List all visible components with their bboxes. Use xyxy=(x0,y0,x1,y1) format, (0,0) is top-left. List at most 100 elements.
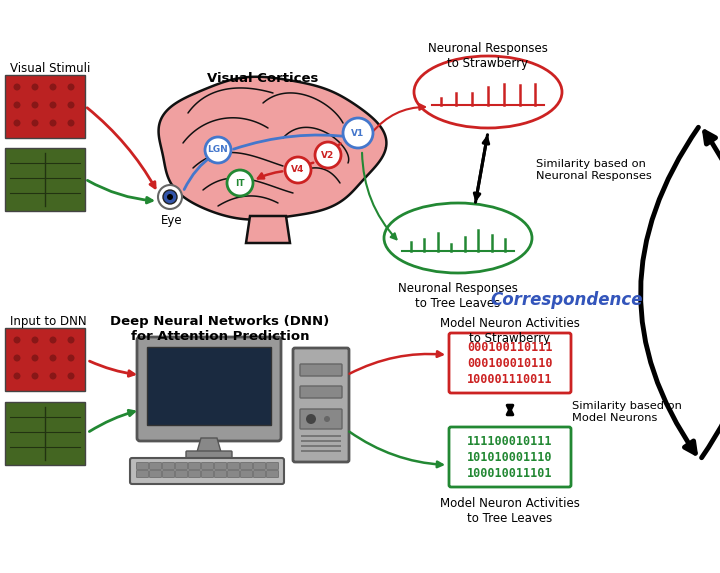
FancyBboxPatch shape xyxy=(266,462,279,469)
Circle shape xyxy=(306,414,316,424)
Circle shape xyxy=(32,120,38,127)
FancyBboxPatch shape xyxy=(150,462,161,469)
Bar xyxy=(301,450,341,452)
FancyBboxPatch shape xyxy=(449,427,571,487)
FancyBboxPatch shape xyxy=(137,337,281,441)
Text: Deep Neural Networks (DNN)
for Attention Prediction: Deep Neural Networks (DNN) for Attention… xyxy=(110,315,330,343)
Text: LGN: LGN xyxy=(207,146,228,155)
Circle shape xyxy=(32,372,38,379)
Circle shape xyxy=(324,416,330,422)
Circle shape xyxy=(343,118,373,148)
Circle shape xyxy=(50,372,56,379)
Text: Neuronal Responses
to Tree Leaves: Neuronal Responses to Tree Leaves xyxy=(398,282,518,310)
Text: Neuronal Responses
to Strawberry: Neuronal Responses to Strawberry xyxy=(428,42,548,70)
Text: Correspondence: Correspondence xyxy=(490,291,643,309)
Text: Visual Cortices: Visual Cortices xyxy=(207,72,319,84)
Text: 000100110111: 000100110111 xyxy=(467,341,553,354)
Ellipse shape xyxy=(414,56,562,128)
FancyBboxPatch shape xyxy=(253,470,266,477)
FancyBboxPatch shape xyxy=(5,75,85,138)
FancyBboxPatch shape xyxy=(147,347,271,425)
Circle shape xyxy=(14,355,20,362)
Circle shape xyxy=(68,120,74,127)
FancyBboxPatch shape xyxy=(293,348,349,462)
Circle shape xyxy=(68,84,74,91)
Bar xyxy=(301,440,341,442)
Text: Model Neuron Activities
to Tree Leaves: Model Neuron Activities to Tree Leaves xyxy=(440,497,580,525)
Text: 101010001110: 101010001110 xyxy=(467,451,553,464)
FancyBboxPatch shape xyxy=(240,462,253,469)
FancyBboxPatch shape xyxy=(163,470,174,477)
FancyBboxPatch shape xyxy=(300,409,342,429)
FancyBboxPatch shape xyxy=(202,470,214,477)
Circle shape xyxy=(32,84,38,91)
Circle shape xyxy=(32,101,38,108)
Bar xyxy=(301,445,341,447)
Circle shape xyxy=(32,336,38,343)
Text: Similarity based on
Neuronal Responses: Similarity based on Neuronal Responses xyxy=(536,159,652,181)
FancyBboxPatch shape xyxy=(228,470,240,477)
Circle shape xyxy=(205,137,231,163)
Text: 000100010110: 000100010110 xyxy=(467,357,553,370)
Circle shape xyxy=(158,185,182,209)
Circle shape xyxy=(68,336,74,343)
Text: Eye: Eye xyxy=(161,214,183,227)
FancyBboxPatch shape xyxy=(300,364,342,376)
Circle shape xyxy=(315,142,341,168)
FancyBboxPatch shape xyxy=(228,462,240,469)
FancyBboxPatch shape xyxy=(189,470,200,477)
FancyBboxPatch shape xyxy=(130,458,284,484)
FancyBboxPatch shape xyxy=(189,462,200,469)
Circle shape xyxy=(68,355,74,362)
Text: 100010011101: 100010011101 xyxy=(467,467,553,480)
Circle shape xyxy=(50,101,56,108)
FancyBboxPatch shape xyxy=(137,462,148,469)
Text: Input to DNN: Input to DNN xyxy=(10,315,86,328)
Circle shape xyxy=(167,194,173,200)
FancyBboxPatch shape xyxy=(215,462,227,469)
FancyBboxPatch shape xyxy=(150,470,161,477)
Text: 111100010111: 111100010111 xyxy=(467,435,553,448)
FancyBboxPatch shape xyxy=(5,148,85,211)
Circle shape xyxy=(14,372,20,379)
FancyBboxPatch shape xyxy=(176,462,187,469)
Text: Model Neuron Activities
to Strawberry: Model Neuron Activities to Strawberry xyxy=(440,317,580,345)
FancyBboxPatch shape xyxy=(266,470,279,477)
FancyBboxPatch shape xyxy=(163,462,174,469)
Polygon shape xyxy=(246,216,290,243)
Circle shape xyxy=(32,355,38,362)
Text: 100001110011: 100001110011 xyxy=(467,373,553,386)
FancyBboxPatch shape xyxy=(176,470,187,477)
FancyBboxPatch shape xyxy=(240,470,253,477)
FancyBboxPatch shape xyxy=(137,470,148,477)
Polygon shape xyxy=(197,438,221,452)
Text: V2: V2 xyxy=(321,151,335,159)
FancyBboxPatch shape xyxy=(300,386,342,398)
FancyBboxPatch shape xyxy=(186,451,232,459)
Circle shape xyxy=(163,190,177,204)
Text: V1: V1 xyxy=(351,128,364,138)
Text: IT: IT xyxy=(235,179,245,187)
Circle shape xyxy=(14,336,20,343)
FancyBboxPatch shape xyxy=(253,462,266,469)
Circle shape xyxy=(50,355,56,362)
Circle shape xyxy=(227,170,253,196)
Bar xyxy=(301,435,341,437)
Circle shape xyxy=(14,101,20,108)
Circle shape xyxy=(68,101,74,108)
FancyBboxPatch shape xyxy=(5,402,85,465)
Circle shape xyxy=(14,120,20,127)
Polygon shape xyxy=(158,77,387,219)
Text: Visual Stimuli: Visual Stimuli xyxy=(10,62,91,75)
FancyBboxPatch shape xyxy=(202,462,214,469)
Text: V4: V4 xyxy=(292,166,305,175)
Circle shape xyxy=(50,120,56,127)
FancyBboxPatch shape xyxy=(449,333,571,393)
Ellipse shape xyxy=(384,203,532,273)
Circle shape xyxy=(285,157,311,183)
Circle shape xyxy=(14,84,20,91)
Text: Similarity based on
Model Neurons: Similarity based on Model Neurons xyxy=(572,401,682,423)
Circle shape xyxy=(68,372,74,379)
FancyBboxPatch shape xyxy=(215,470,227,477)
Circle shape xyxy=(50,84,56,91)
